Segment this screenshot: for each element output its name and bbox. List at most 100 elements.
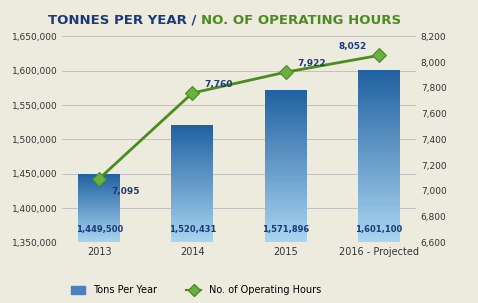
Bar xyxy=(358,76,400,78)
Bar xyxy=(265,202,306,204)
Bar xyxy=(78,216,120,217)
Bar xyxy=(172,191,213,193)
Bar xyxy=(265,223,306,225)
Bar xyxy=(265,121,306,122)
Bar xyxy=(172,187,213,188)
Bar xyxy=(358,94,400,96)
Bar xyxy=(172,182,213,184)
Bar xyxy=(265,206,306,208)
Bar xyxy=(172,212,213,213)
Bar xyxy=(358,163,400,165)
Bar xyxy=(172,219,213,221)
Bar xyxy=(265,103,306,105)
Bar xyxy=(265,201,306,202)
Text: 8,052: 8,052 xyxy=(338,42,367,51)
Bar xyxy=(265,191,306,193)
Bar xyxy=(265,132,306,134)
Text: TONNES PER YEAR /: TONNES PER YEAR / xyxy=(48,14,201,27)
Bar xyxy=(358,191,400,193)
Bar xyxy=(265,90,306,92)
Bar xyxy=(172,127,213,128)
Bar xyxy=(172,200,213,201)
Bar xyxy=(358,115,400,117)
Bar xyxy=(172,140,213,142)
Bar xyxy=(78,205,120,206)
Bar xyxy=(358,72,400,74)
Bar xyxy=(172,137,213,138)
Bar xyxy=(358,234,400,236)
Bar xyxy=(358,201,400,204)
Bar xyxy=(78,181,120,182)
Bar xyxy=(265,198,306,201)
Bar xyxy=(78,235,120,236)
Bar xyxy=(358,208,400,210)
Bar xyxy=(78,224,120,225)
Bar xyxy=(358,83,400,85)
Bar xyxy=(172,134,213,135)
Bar xyxy=(265,158,306,161)
Bar xyxy=(358,171,400,173)
Bar xyxy=(78,207,120,208)
Bar xyxy=(172,201,213,203)
Bar xyxy=(78,221,120,222)
Bar xyxy=(265,136,306,138)
Bar xyxy=(358,126,400,128)
Bar xyxy=(172,125,213,127)
Bar xyxy=(265,221,306,223)
Bar xyxy=(172,152,213,153)
Bar xyxy=(358,74,400,76)
Bar xyxy=(172,206,213,207)
Bar xyxy=(78,187,120,188)
Bar xyxy=(265,210,306,212)
Text: 1,571,896: 1,571,896 xyxy=(262,225,309,234)
Bar xyxy=(265,124,306,126)
Bar xyxy=(265,241,306,242)
Bar xyxy=(358,204,400,206)
Bar xyxy=(78,215,120,216)
Bar xyxy=(265,189,306,191)
Bar xyxy=(358,139,400,141)
Bar xyxy=(172,213,213,215)
Bar xyxy=(172,221,213,222)
Bar xyxy=(78,220,120,221)
Bar xyxy=(265,164,306,166)
Bar xyxy=(78,195,120,196)
Bar xyxy=(78,231,120,232)
Bar xyxy=(265,180,306,181)
Bar xyxy=(265,149,306,151)
Bar xyxy=(172,169,213,171)
Bar xyxy=(265,143,306,145)
Bar xyxy=(358,195,400,197)
Bar xyxy=(358,193,400,195)
Bar xyxy=(172,172,213,174)
Bar xyxy=(172,177,213,178)
Bar xyxy=(358,217,400,219)
Bar xyxy=(78,210,120,211)
Bar xyxy=(358,152,400,154)
Bar xyxy=(78,198,120,199)
Bar xyxy=(358,158,400,161)
Bar xyxy=(265,126,306,128)
Bar xyxy=(265,157,306,158)
Bar xyxy=(358,128,400,130)
Bar xyxy=(358,175,400,178)
Bar xyxy=(358,117,400,119)
Bar xyxy=(78,186,120,187)
Bar xyxy=(172,166,213,168)
Bar xyxy=(358,227,400,229)
Bar xyxy=(172,226,213,228)
Bar xyxy=(358,219,400,221)
Bar xyxy=(358,98,400,100)
Bar xyxy=(358,231,400,234)
Bar xyxy=(172,198,213,200)
Text: NO. OF OPERATING HOURS: NO. OF OPERATING HOURS xyxy=(201,14,401,27)
Bar xyxy=(172,215,213,216)
Bar xyxy=(265,178,306,180)
Bar xyxy=(358,132,400,135)
Bar xyxy=(78,190,120,191)
Bar xyxy=(265,212,306,214)
Bar xyxy=(358,148,400,150)
Bar xyxy=(78,237,120,238)
Bar xyxy=(265,220,306,221)
Bar xyxy=(172,207,213,209)
